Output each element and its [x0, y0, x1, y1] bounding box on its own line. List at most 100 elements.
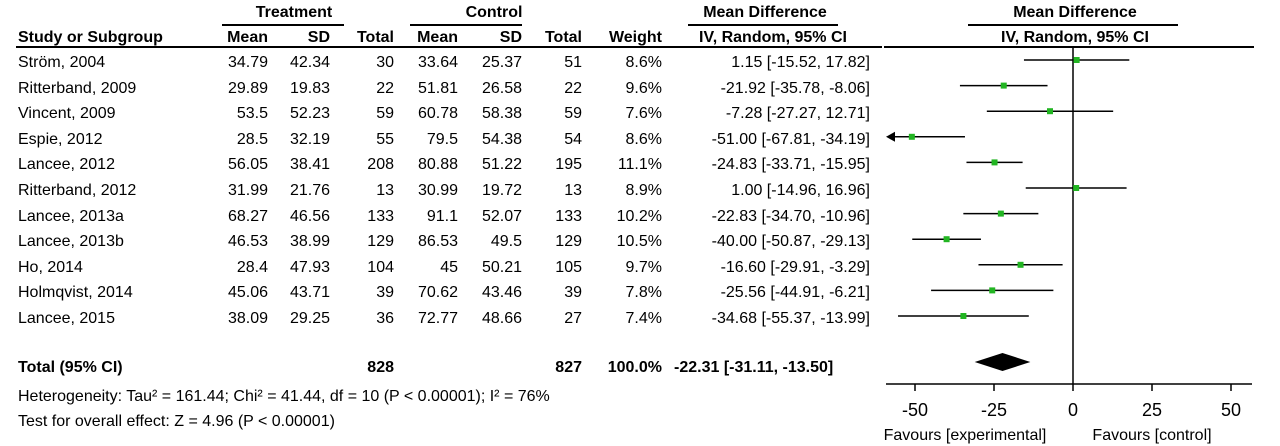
- treatment-mean-header: Mean: [227, 29, 268, 46]
- treatment-mean: 28.5: [236, 130, 268, 148]
- point-marker: [1000, 82, 1007, 89]
- x-tick-label: 0: [1068, 400, 1078, 420]
- control-sd: 50.21: [481, 258, 522, 276]
- study-or-subgroup-header: Study or Subgroup: [18, 29, 163, 46]
- control-mean: 45: [440, 258, 458, 276]
- control-total: 195: [555, 156, 582, 174]
- overall-effect-text: Test for overall effect: Z = 4.96 (P < 0…: [18, 413, 335, 430]
- point-marker: [943, 236, 950, 243]
- control-mean: 79.5: [426, 130, 458, 148]
- study-name: Lancee, 2012: [18, 156, 115, 174]
- mean-difference-underline: [688, 24, 838, 26]
- treatment-total: 129: [367, 233, 394, 251]
- treatment-mean: 31.99: [227, 182, 268, 199]
- treatment-mean: 46.53: [227, 233, 268, 251]
- treatment-mean: 68.27: [227, 207, 268, 225]
- point-marker: [960, 313, 967, 319]
- control-total: 133: [555, 207, 582, 225]
- treatment-total: 30: [376, 54, 394, 71]
- control-total: 59: [564, 105, 582, 123]
- point-marker: [908, 133, 915, 140]
- plot-title-underline: [968, 24, 1178, 26]
- study-name: Lancee, 2013b: [18, 233, 124, 251]
- total-label: Total (95% CI): [18, 359, 123, 376]
- point-marker: [1073, 57, 1080, 63]
- control-total: 22: [564, 79, 582, 97]
- point-marker: [1017, 261, 1024, 268]
- point-marker: [991, 159, 998, 166]
- plot-method-header: IV, Random, 95% CI: [1001, 29, 1149, 46]
- study-name: Vincent, 2009: [18, 105, 116, 123]
- treatment-total: 133: [367, 207, 394, 225]
- treatment-total: 55: [376, 130, 394, 148]
- study-name: Ritterband, 2012: [18, 182, 137, 199]
- control-mean: 30.99: [417, 182, 458, 199]
- treatment-sd: 52.23: [289, 105, 330, 123]
- treatment-total: 22: [376, 79, 394, 97]
- treatment-sd: 42.34: [289, 54, 330, 71]
- control-mean: 70.62: [417, 284, 458, 302]
- treatment-total: 36: [376, 310, 394, 327]
- weight: 9.7%: [625, 258, 662, 276]
- treatment-mean: 34.79: [227, 54, 268, 71]
- treatment-sd: 38.99: [289, 233, 330, 251]
- control-sd: 54.38: [481, 130, 522, 148]
- ci-text: -40.00 [-50.87, -29.13]: [711, 233, 870, 251]
- treatment-mean: 56.05: [227, 156, 268, 174]
- weight: 8.6%: [625, 130, 662, 148]
- control-mean: 33.64: [417, 54, 458, 71]
- control-mean: 86.53: [417, 233, 458, 251]
- control-total: 51: [564, 54, 582, 71]
- control-sd: 51.22: [481, 156, 522, 174]
- study-name: Lancee, 2013a: [18, 207, 124, 225]
- weight-header: Weight: [608, 29, 662, 46]
- treatment-mean: 45.06: [227, 284, 268, 302]
- control-sd: 49.5: [490, 233, 522, 251]
- control-sd: 43.46: [481, 284, 522, 302]
- x-tick-label: -50: [902, 400, 928, 420]
- study-name: Lancee, 2015: [18, 310, 115, 327]
- control-sd: 26.58: [481, 79, 522, 97]
- treatment-total: 208: [367, 156, 394, 174]
- treatment-total: 104: [367, 258, 394, 276]
- study-name: Holmqvist, 2014: [18, 284, 133, 302]
- total-ci-text: -22.31 [-31.11, -13.50]: [674, 359, 834, 376]
- weight: 7.4%: [625, 310, 662, 327]
- weight: 7.6%: [625, 105, 662, 123]
- control-sd: 52.07: [481, 207, 522, 225]
- treatment-mean: 29.89: [227, 79, 268, 97]
- total-treatment-n: 828: [367, 359, 394, 376]
- control-mean-header: Mean: [417, 29, 458, 46]
- table-header-rule: [16, 46, 882, 48]
- study-name: Ritterband, 2009: [18, 79, 137, 97]
- heterogeneity-text: Heterogeneity: Tau² = 161.44; Chi² = 41.…: [18, 388, 550, 405]
- ci-text: 1.00 [-14.96, 16.96]: [731, 182, 870, 199]
- control-mean: 60.78: [417, 105, 458, 123]
- ci-text: -7.28 [-27.27, 12.71]: [725, 105, 870, 123]
- treatment-sd: 43.71: [289, 284, 330, 302]
- control-sd-header: SD: [499, 29, 522, 46]
- total-control-n: 827: [555, 359, 582, 376]
- ci-text: -22.83 [-34.70, -10.96]: [711, 207, 870, 225]
- control-mean: 91.1: [426, 207, 458, 225]
- control-mean: 51.81: [417, 79, 458, 97]
- control-total: 13: [564, 182, 582, 199]
- control-total: 129: [555, 233, 582, 251]
- x-tick-label: 50: [1221, 400, 1241, 420]
- ci-text: -25.56 [-44.91, -6.21]: [720, 284, 870, 302]
- ci-arrow: [886, 131, 895, 142]
- favours-left-label: Favours [experimental]: [884, 427, 1047, 444]
- control-sd: 25.37: [481, 54, 522, 71]
- treatment-mean: 38.09: [227, 310, 268, 327]
- weight: 10.5%: [616, 233, 662, 251]
- ci-text: -24.83 [-33.71, -15.95]: [711, 156, 870, 174]
- ci-text: -16.60 [-29.91, -3.29]: [720, 258, 870, 276]
- ci-text: -51.00 [-67.81, -34.19]: [711, 130, 870, 148]
- study-name: Espie, 2012: [18, 130, 103, 148]
- control-total: 54: [564, 130, 582, 148]
- treatment-underline: [222, 24, 344, 26]
- point-marker: [1046, 108, 1053, 115]
- favours-right-label: Favours [control]: [1092, 427, 1211, 444]
- x-tick-label: -25: [981, 400, 1007, 420]
